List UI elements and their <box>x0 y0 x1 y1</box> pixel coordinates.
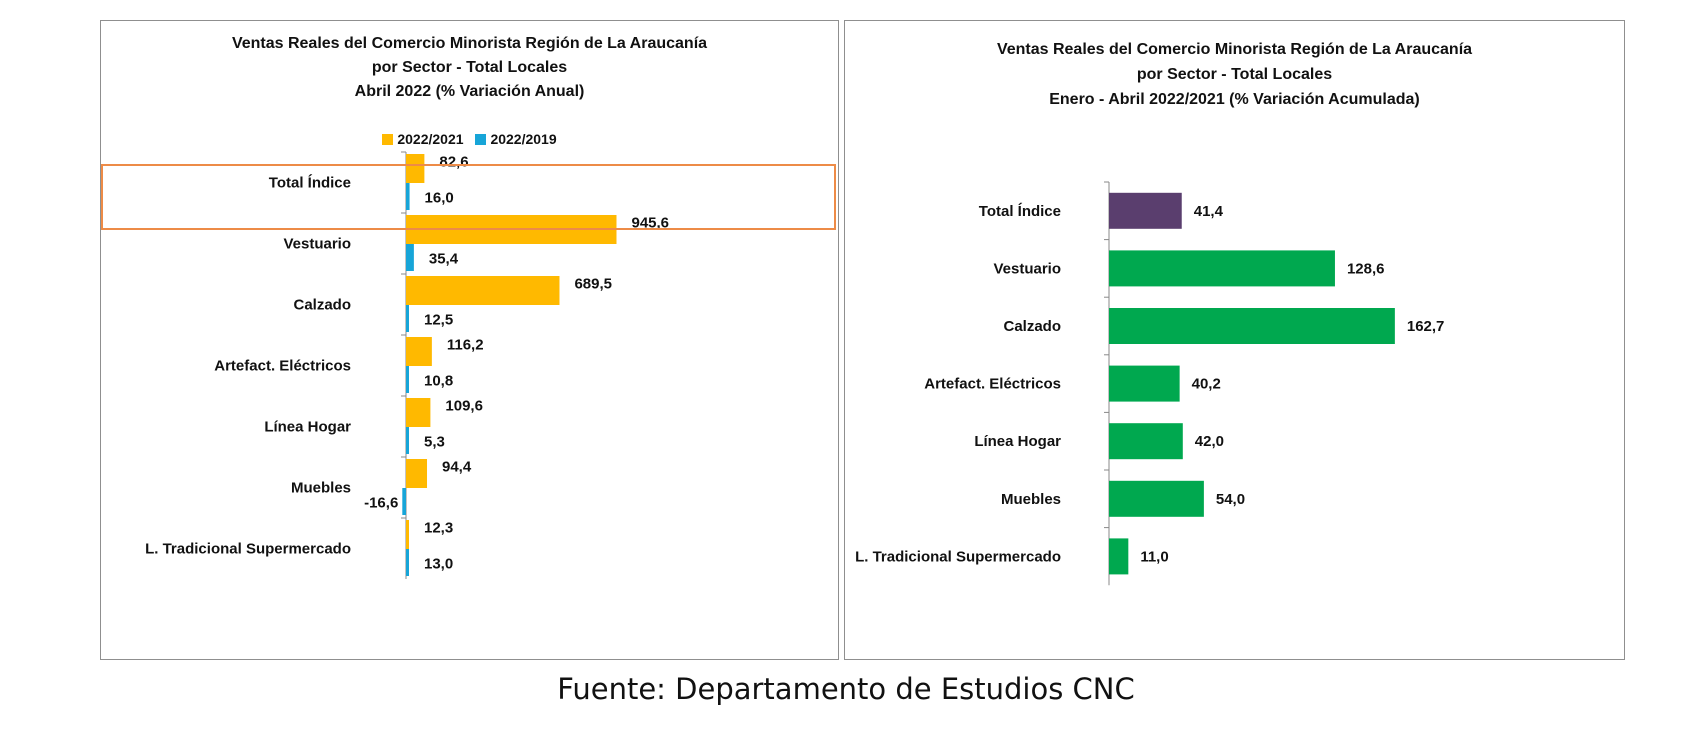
accumulated-variation-bar-chart: Total Índice 41,4 Vestuario 128,6 Calzado 162… <box>855 181 1445 586</box>
category-label-linea-hogar: Línea Hogar <box>974 433 1061 450</box>
category-label-muebles: Muebles <box>291 480 351 497</box>
bar-2022-2019-total-indice <box>406 183 410 210</box>
data-label-2022-2019-linea-hogar: 5,3 <box>424 434 445 451</box>
data-label-artefact-electricos: 40,2 <box>1192 376 1221 393</box>
data-label-2022-2021-l-tradicional-supermercado: 12,3 <box>424 520 453 537</box>
data-label-muebles: 54,0 <box>1216 491 1245 508</box>
chart-panel-right: Ventas Reales del Comercio Minorista Reg… <box>844 20 1625 660</box>
category-label-muebles: Muebles <box>1001 491 1061 508</box>
highlight-box-total-indice <box>101 164 836 230</box>
category-label-total-indice: Total Índice <box>979 203 1061 220</box>
bar-l-tradicional-supermercado <box>1109 538 1129 575</box>
category-label-artefact-electricos: Artefact. Eléctricos <box>214 358 351 375</box>
bar-2022-2021-artefact-electricos <box>406 337 432 366</box>
bar-2022-2019-calzado <box>406 305 409 332</box>
data-label-2022-2021-artefact-electricos: 116,2 <box>447 337 484 354</box>
chart-title-line-3: Enero - Abril 2022/2021 (% Variación Acu… <box>1049 91 1420 108</box>
bar-2022-2021-muebles <box>406 459 428 488</box>
data-label-2022-2021-vestuario: 945,6 <box>631 215 669 232</box>
legend-swatch-2022-2021 <box>382 133 394 145</box>
bar-2022-2021-l-tradicional-supermercado <box>406 520 409 549</box>
data-label-l-tradicional-supermercado: 11,0 <box>1140 548 1168 565</box>
annual-variation-bar-chart: Total Índice 82,6 16,0 Vestuario 945,6 35,4 Ca… <box>145 151 669 579</box>
bar-artefact-electricos <box>1109 365 1180 402</box>
data-label-total-indice: 41,4 <box>1194 203 1224 220</box>
data-label-2022-2019-total-indice: 16,0 <box>425 190 454 207</box>
data-label-2022-2019-artefact-electricos: 10,8 <box>424 373 453 390</box>
bar-vestuario <box>1109 250 1335 287</box>
legend-item-2022-2021: 2022/2021 <box>382 131 464 147</box>
bar-calzado <box>1109 308 1395 344</box>
chart-title-line-1: Ventas Reales del Comercio Minorista Reg… <box>996 41 1473 58</box>
chart-panel-left: Ventas Reales del Comercio Minorista Reg… <box>100 20 839 660</box>
chart-title-line-2: por Sector - Total Locales <box>371 59 568 76</box>
legend-label-2022-2019: 2022/2019 <box>490 131 557 147</box>
chart-title-line-3: Abril 2022 (% Variación Anual) <box>354 83 585 100</box>
bar-2022-2019-muebles <box>402 488 406 515</box>
legend-swatch-2022-2019 <box>475 133 487 145</box>
bar-2022-2021-total-indice <box>406 154 425 183</box>
category-label-calzado: Calzado <box>293 297 351 314</box>
bar-total-indice <box>1109 192 1182 229</box>
bar-2022-2021-calzado <box>406 276 560 305</box>
category-label-calzado: Calzado <box>1003 318 1061 335</box>
bar-2022-2019-linea-hogar <box>406 427 409 454</box>
data-label-2022-2019-vestuario: 35,4 <box>429 251 459 268</box>
data-label-2022-2019-muebles: -16,6 <box>364 495 398 512</box>
data-label-2022-2019-calzado: 12,5 <box>424 312 453 329</box>
category-label-artefact-electricos: Artefact. Eléctricos <box>924 376 1061 393</box>
data-label-2022-2021-muebles: 94,4 <box>442 459 472 476</box>
data-label-2022-2021-linea-hogar: 109,6 <box>445 398 483 415</box>
legend-label-2022-2021: 2022/2021 <box>397 131 464 147</box>
bar-2022-2019-l-tradicional-supermercado <box>406 549 409 576</box>
chart-title-line-1: Ventas Reales del Comercio Minorista Reg… <box>231 35 708 52</box>
chart-title-line-2: por Sector - Total Locales <box>1136 66 1333 83</box>
data-label-2022-2019-l-tradicional-supermercado: 13,0 <box>424 556 453 573</box>
category-label-l-tradicional-supermercado: L. Tradicional Supermercado <box>145 541 351 558</box>
category-label-linea-hogar: Línea Hogar <box>264 419 351 436</box>
bar-linea-hogar <box>1109 423 1183 460</box>
data-label-2022-2021-total-indice: 82,6 <box>439 154 468 171</box>
data-label-vestuario: 128,6 <box>1347 260 1385 277</box>
bar-2022-2021-linea-hogar <box>406 398 431 427</box>
legend-item-2022-2019: 2022/2019 <box>475 131 557 147</box>
bar-2022-2019-vestuario <box>406 244 414 271</box>
data-label-2022-2021-calzado: 689,5 <box>574 276 612 293</box>
source-caption: Fuente: Departamento de Estudios CNC <box>557 672 1135 706</box>
category-label-vestuario: Vestuario <box>283 236 351 253</box>
data-label-linea-hogar: 42,0 <box>1195 433 1224 450</box>
category-label-vestuario: Vestuario <box>993 260 1061 277</box>
category-label-l-tradicional-supermercado: L. Tradicional Supermercado <box>855 548 1061 565</box>
category-label-total-indice: Total Índice <box>269 175 351 192</box>
chart-legend: 2022/2021 2022/2019 <box>101 131 838 148</box>
bar-2022-2019-artefact-electricos <box>406 366 409 393</box>
bar-muebles <box>1109 480 1204 517</box>
data-label-calzado: 162,7 <box>1407 318 1445 335</box>
